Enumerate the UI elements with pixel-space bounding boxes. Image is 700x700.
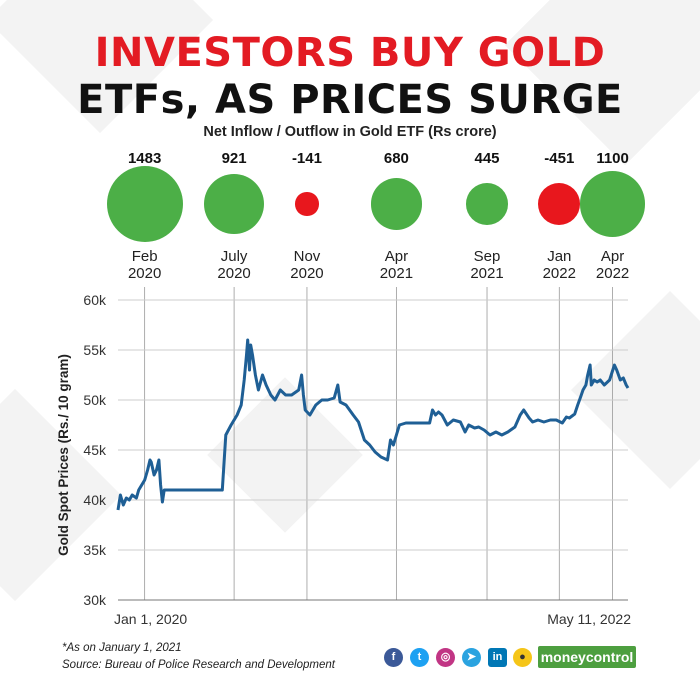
telegram-icon[interactable]: ➤ — [462, 648, 481, 667]
bubble-date-label: Sep 2021 — [470, 248, 504, 282]
y-tick-label: 30k — [83, 592, 107, 608]
bubble-date-label: July 2020 — [217, 248, 251, 282]
bubble-value-label: 1483 — [127, 150, 162, 167]
bubble-feb-2020 — [106, 166, 183, 242]
instagram-icon[interactable]: ◎ — [436, 648, 455, 667]
y-tick-label: 55k — [83, 342, 107, 358]
bubble-sep-2021 — [466, 183, 508, 225]
bubble-date-label: Nov 2020 — [290, 248, 324, 282]
bubble-date-label: Apr 2022 — [595, 248, 630, 282]
bubble-date-label: Apr 2021 — [379, 248, 414, 282]
y-tick-label: 40k — [83, 492, 107, 508]
footnote: *As on January 1, 2021 — [62, 642, 182, 654]
y-axis-label: Gold Spot Prices (Rs./ 10 gram) — [56, 354, 71, 556]
bubble-value-label: 680 — [383, 150, 409, 167]
y-tick-label: 45k — [83, 442, 107, 458]
bubble-apr-2021 — [370, 178, 423, 230]
y-tick-label: 60k — [83, 292, 107, 308]
bubble-value-label: 445 — [474, 150, 500, 167]
bubble-value-label: 921 — [221, 150, 247, 167]
gold-price-line — [116, 338, 630, 511]
bubble-value-label: -141 — [291, 150, 322, 167]
source-note: Source: Bureau of Police Research and De… — [62, 659, 335, 671]
headline-line-2: ETFs, AS PRICES SURGE — [77, 77, 623, 123]
twitter-icon[interactable]: t — [410, 648, 429, 667]
facebook-icon[interactable]: f — [384, 648, 403, 667]
bubble-jan-2022 — [538, 183, 581, 225]
bubble-nov-2020 — [295, 192, 319, 216]
bubble-apr-2022 — [579, 171, 646, 237]
bubble-date-label: Jan 2022 — [542, 248, 576, 282]
bubble-july-2020 — [204, 174, 265, 234]
x-tick-label-end: May 11, 2022 — [547, 611, 631, 627]
bubble-value-label: -451 — [544, 150, 575, 167]
y-tick-label: 35k — [83, 542, 107, 558]
headline-line-1: INVESTORS BUY GOLD — [94, 30, 606, 76]
koo-icon[interactable]: ● — [513, 648, 532, 667]
bubble-value-label: 1100 — [596, 150, 629, 167]
bubble-chart-subtitle: Net Inflow / Outflow in Gold ETF (Rs cro… — [203, 124, 497, 140]
moneycontrol-logo: moneycontrol — [538, 646, 636, 668]
bubble-date-label: Feb 2020 — [127, 248, 162, 282]
linkedin-icon[interactable]: in — [488, 648, 507, 667]
x-tick-label-start: Jan 1, 2020 — [114, 611, 187, 627]
y-tick-label: 50k — [83, 392, 107, 408]
